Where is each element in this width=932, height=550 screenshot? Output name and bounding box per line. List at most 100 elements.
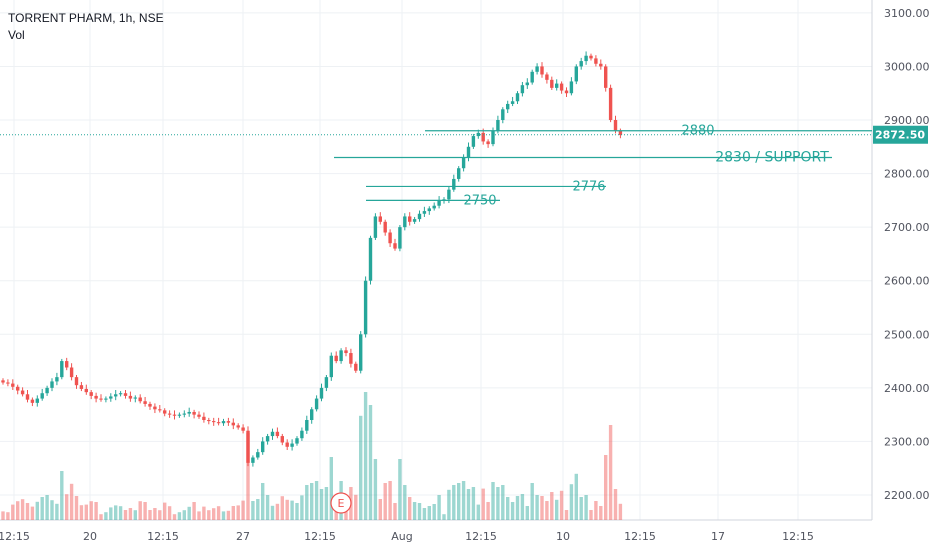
volume-bar bbox=[584, 495, 588, 520]
last-price-label: 2872.50 bbox=[875, 129, 925, 142]
candle-body bbox=[128, 395, 133, 399]
volume-bar bbox=[280, 496, 284, 520]
volume-bar bbox=[207, 510, 211, 520]
candle-body bbox=[256, 452, 260, 458]
volume-bar bbox=[177, 512, 182, 520]
candle-body bbox=[324, 377, 329, 388]
candle-body bbox=[530, 71, 534, 83]
candle-body bbox=[569, 81, 574, 94]
candle-body bbox=[550, 79, 554, 88]
level-label: 2880 bbox=[681, 124, 714, 139]
volume-bar bbox=[84, 504, 88, 520]
volume-bar bbox=[20, 499, 25, 520]
candle-body bbox=[231, 422, 235, 426]
candle-body bbox=[114, 394, 118, 397]
volume-bar bbox=[275, 503, 280, 520]
volume-bar bbox=[398, 459, 402, 520]
candle-body bbox=[285, 442, 289, 447]
volume-bar bbox=[6, 512, 10, 520]
candle-body bbox=[329, 355, 333, 378]
candle-body bbox=[349, 353, 353, 364]
candle-body bbox=[69, 367, 74, 378]
volume-bar bbox=[69, 483, 74, 520]
candle-body bbox=[133, 397, 137, 399]
volume-bar bbox=[604, 455, 608, 520]
candle-body bbox=[84, 388, 88, 393]
volume-bar bbox=[314, 481, 319, 520]
volume-bar bbox=[310, 483, 314, 520]
candle-body bbox=[476, 132, 480, 137]
candle-body bbox=[295, 438, 299, 444]
candle-body bbox=[559, 83, 564, 91]
candle-body bbox=[599, 63, 603, 67]
candle-body bbox=[525, 82, 529, 86]
candle-body bbox=[501, 109, 505, 121]
volume-bar bbox=[476, 504, 480, 520]
volume-bar bbox=[363, 392, 368, 520]
y-tick-label: 2600.00 bbox=[884, 275, 930, 288]
volume-bar bbox=[408, 497, 412, 520]
x-tick-label: 12:15 bbox=[624, 530, 656, 543]
candle-body bbox=[153, 406, 157, 410]
volume-bar bbox=[496, 487, 500, 520]
volume-bar bbox=[172, 514, 177, 520]
volume-bar bbox=[613, 489, 618, 520]
volume-bar bbox=[60, 471, 64, 520]
volume-bar bbox=[491, 482, 495, 520]
volume-bar bbox=[104, 512, 108, 520]
volume-bar bbox=[452, 485, 456, 520]
candle-body bbox=[226, 421, 231, 423]
volume-bar bbox=[158, 510, 162, 520]
volume-bar bbox=[535, 495, 539, 520]
candle-body bbox=[417, 213, 422, 220]
x-tick-label: 10 bbox=[556, 530, 570, 543]
candle-body bbox=[471, 136, 476, 147]
volume-bar bbox=[574, 473, 578, 520]
y-tick-label: 3100.00 bbox=[884, 7, 930, 20]
volume-bar bbox=[231, 506, 235, 520]
volume-bar bbox=[99, 514, 103, 520]
volume-bar bbox=[35, 501, 39, 520]
y-tick-label: 3000.00 bbox=[884, 60, 930, 73]
candle-body bbox=[363, 280, 368, 335]
volume-bar bbox=[16, 501, 20, 520]
volume-bar bbox=[427, 506, 431, 520]
volume-bar bbox=[182, 510, 186, 520]
volume-bar bbox=[344, 510, 348, 520]
candle-body bbox=[246, 430, 250, 463]
candle-body bbox=[383, 221, 387, 233]
candle-body bbox=[109, 396, 113, 399]
volume-bar bbox=[163, 502, 167, 520]
candle-body bbox=[412, 219, 417, 222]
volume-bar bbox=[569, 484, 574, 520]
volume-bar bbox=[133, 510, 137, 520]
candle-body bbox=[319, 387, 324, 399]
candle-body bbox=[432, 205, 436, 209]
volume-bar bbox=[128, 508, 133, 520]
candle-body bbox=[251, 457, 255, 463]
candle-body bbox=[40, 393, 44, 399]
candle-body bbox=[65, 361, 69, 368]
volume-bar bbox=[329, 457, 333, 520]
volume-bar bbox=[403, 485, 407, 520]
y-tick-label: 2200.00 bbox=[884, 489, 930, 502]
volume-bar bbox=[285, 499, 289, 520]
candle-body bbox=[608, 87, 613, 121]
volume-bar bbox=[471, 487, 476, 520]
candle-body bbox=[373, 216, 378, 238]
level-label: 2750 bbox=[463, 193, 496, 208]
volume-bar bbox=[290, 500, 294, 520]
volume-bar bbox=[378, 499, 382, 520]
volume-bar bbox=[383, 483, 387, 520]
volume-bar bbox=[305, 485, 309, 520]
candle-body bbox=[280, 436, 284, 443]
candle-body bbox=[466, 146, 471, 158]
volume-bar bbox=[530, 483, 534, 520]
candle-body bbox=[94, 395, 98, 399]
volume-bar bbox=[594, 501, 598, 520]
candle-body bbox=[496, 120, 500, 131]
volume-bar bbox=[261, 483, 265, 520]
candle-body bbox=[6, 382, 10, 384]
candle-body bbox=[334, 355, 338, 362]
